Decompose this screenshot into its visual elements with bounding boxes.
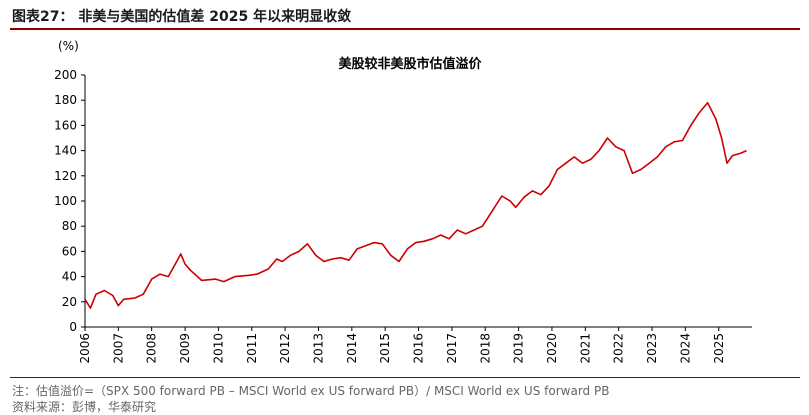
- x-tick-label: 2019: [512, 333, 526, 364]
- chart-title: 美股较非美股市估值溢价: [338, 56, 482, 72]
- premium-series-line: [84, 101, 747, 309]
- chart-source: 资料来源：彭博，华泰研究: [12, 400, 157, 414]
- y-tick-label: 20: [62, 295, 77, 309]
- axes: 0 20 40 60 80 100 120 140 160 180 200 2006 2007 2008 2…: [54, 68, 752, 364]
- x-tick-label: 2012: [278, 333, 292, 364]
- x-tick-label: 2008: [145, 333, 159, 364]
- y-tick-label: 60: [62, 244, 77, 258]
- y-tick-label: 160: [54, 118, 77, 132]
- y-tick-label: 200: [54, 68, 77, 82]
- y-tick-label: 140: [54, 144, 77, 158]
- y-tick-label: 120: [54, 169, 77, 183]
- figure-title: 图表27： 非美与美国的估值差 2025 年以来明显收敛: [12, 9, 352, 25]
- y-tick-label: 180: [54, 93, 77, 107]
- x-tick-label: 2016: [412, 333, 426, 364]
- x-tick-label: 2013: [312, 333, 326, 364]
- footer-divider: [10, 377, 800, 378]
- x-tick-label: 2007: [111, 333, 125, 364]
- x-tick-label: 2006: [78, 333, 92, 364]
- x-tick-label: 2020: [545, 333, 559, 364]
- x-tick-label: 2024: [678, 333, 692, 364]
- x-tick-label: 2018: [478, 333, 492, 364]
- x-tick-label: 2010: [211, 333, 225, 364]
- x-tick-label: 2023: [645, 333, 659, 364]
- x-tick-label: 2015: [378, 333, 392, 364]
- series-layer: [84, 101, 747, 309]
- x-tick-label: 2017: [445, 333, 459, 364]
- chart: 0 20 40 60 80 100 120 140 160 180 200 2006 2007 2008 2…: [54, 39, 752, 364]
- x-tick-label: 2022: [612, 333, 626, 364]
- x-tick-label: 2009: [178, 333, 192, 364]
- x-tick-label: 2011: [245, 333, 259, 364]
- y-tick-label: 100: [54, 194, 77, 208]
- y-tick-label: 80: [62, 219, 77, 233]
- y-tick-label: 0: [69, 320, 77, 334]
- x-tick-label: 2021: [578, 333, 592, 364]
- x-tick-label: 2025: [712, 333, 726, 364]
- y-unit-label: (%): [58, 39, 79, 53]
- y-tick-label: 40: [62, 270, 77, 284]
- chart-note: 注：估值溢价=（SPX 500 forward PB – MSCI World …: [12, 384, 610, 398]
- x-tick-label: 2014: [345, 333, 359, 364]
- title-divider: [10, 28, 800, 30]
